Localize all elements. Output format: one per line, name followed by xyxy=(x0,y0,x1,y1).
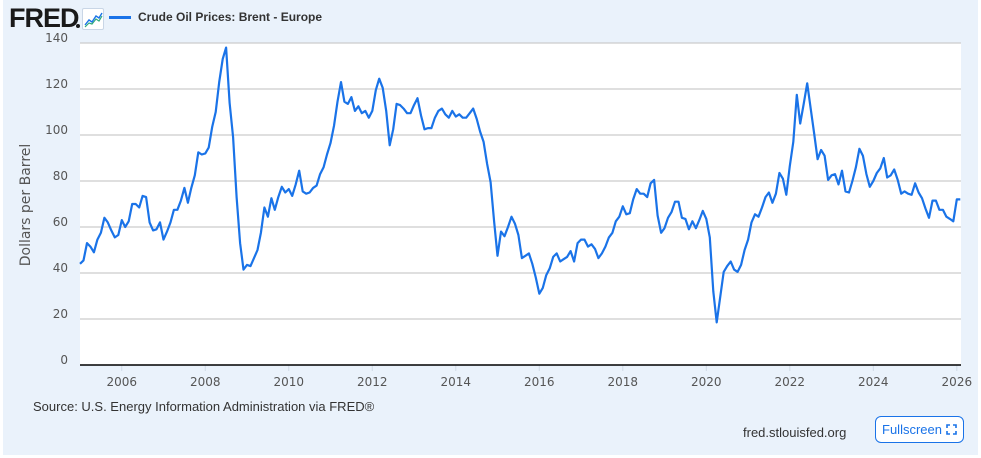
x-tick-label: 2026 xyxy=(942,375,973,389)
logo-dot xyxy=(76,24,80,28)
y-tick-label: 140 xyxy=(45,31,68,45)
y-tick-label: 60 xyxy=(53,215,68,229)
x-tick-label: 2008 xyxy=(190,375,221,389)
x-tick-label: 2010 xyxy=(273,375,304,389)
series-line-brent xyxy=(79,46,961,324)
y-tick-label: 100 xyxy=(45,123,68,137)
x-tick-label: 2014 xyxy=(441,375,472,389)
plot-area xyxy=(80,43,961,365)
x-tick-label: 2012 xyxy=(357,375,388,389)
y-tick-label: 40 xyxy=(53,261,68,275)
expand-icon xyxy=(946,424,957,435)
x-tick-label: 2018 xyxy=(608,375,639,389)
legend-swatch xyxy=(109,15,131,19)
y-tick-label: 20 xyxy=(53,307,68,321)
x-tick-label: 2006 xyxy=(106,375,137,389)
fullscreen-label: Fullscreen xyxy=(882,422,942,437)
source-note: Source: U.S. Energy Information Administ… xyxy=(33,399,375,414)
legend: Crude Oil Prices: Brent - Europe xyxy=(109,10,322,24)
fred-logo[interactable]: FRED xyxy=(9,3,79,33)
fullscreen-button[interactable]: Fullscreen xyxy=(875,416,964,443)
y-tick-label: 0 xyxy=(60,353,68,367)
y-tick-label: 80 xyxy=(53,169,68,183)
legend-label: Crude Oil Prices: Brent - Europe xyxy=(138,10,323,24)
site-link[interactable]: fred.stlouisfed.org xyxy=(743,425,847,440)
x-tick-label: 2022 xyxy=(775,375,806,389)
y-tick-labels: 0 20 40 60 80 100 120 140 xyxy=(45,31,68,367)
line-chart-icon xyxy=(82,8,104,30)
x-tick-label: 2016 xyxy=(524,375,555,389)
x-tick-label: 2024 xyxy=(858,375,889,389)
y-tick-label: 120 xyxy=(45,77,68,91)
x-tick-labels: 2006 2008 2010 2012 2014 2016 2018 2020 2022 2024… xyxy=(106,365,972,389)
x-tick-label: 2020 xyxy=(691,375,722,389)
